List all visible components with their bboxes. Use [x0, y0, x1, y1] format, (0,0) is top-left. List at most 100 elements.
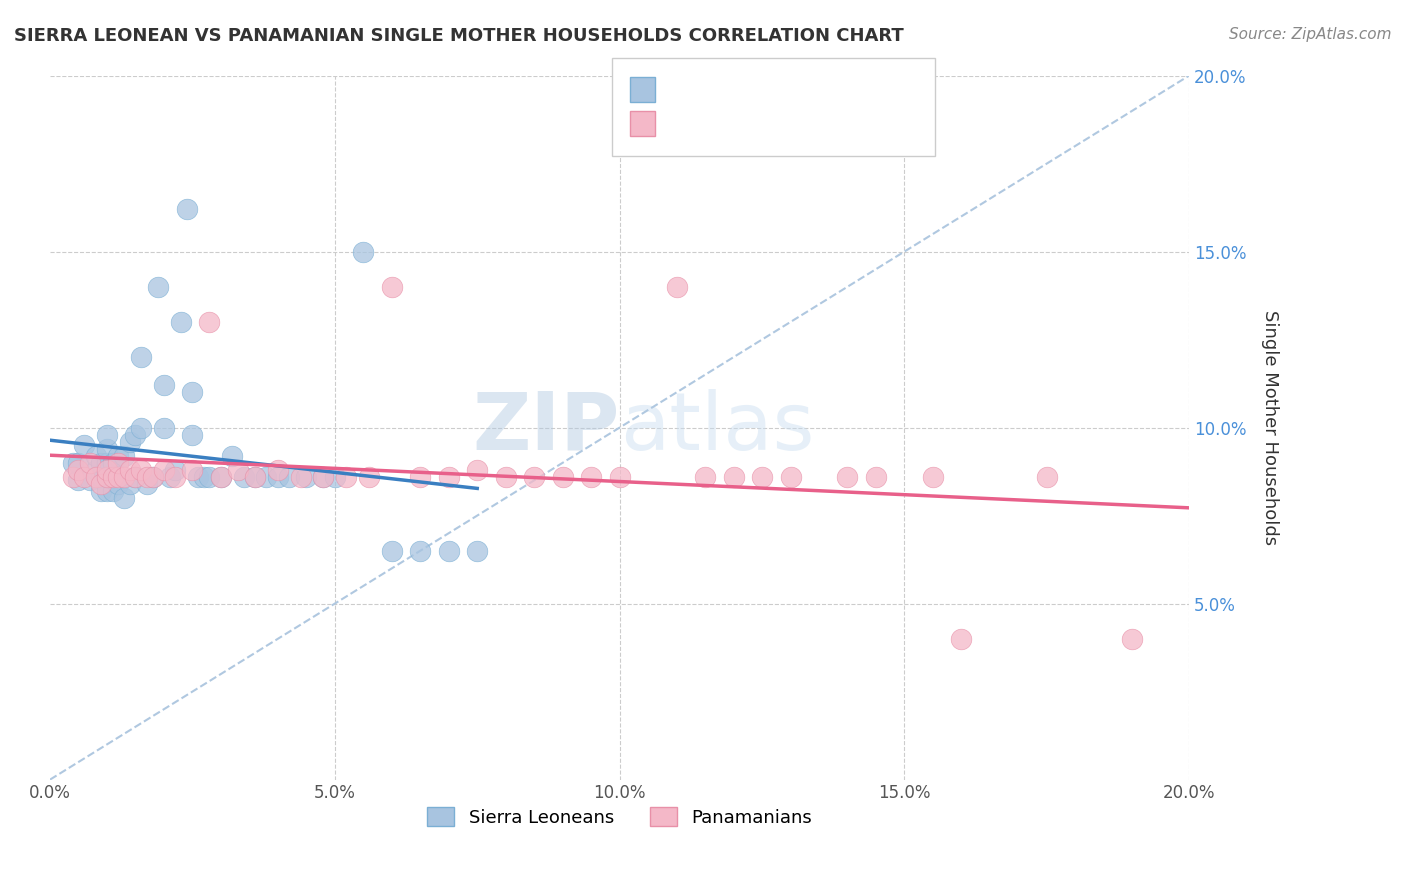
Point — [290, 470, 312, 484]
Point — [723, 470, 745, 484]
Point — [209, 470, 232, 484]
Point — [312, 470, 335, 484]
Point — [67, 463, 90, 477]
Point — [90, 476, 112, 491]
Point — [96, 427, 118, 442]
Point — [381, 279, 404, 293]
Y-axis label: Single Mother Households: Single Mother Households — [1261, 310, 1278, 545]
Point — [118, 434, 141, 449]
Text: R = -0.028: R = -0.028 — [664, 114, 752, 132]
Point — [84, 470, 107, 484]
Point — [170, 315, 193, 329]
Point — [779, 470, 801, 484]
Point — [96, 470, 118, 484]
Text: SIERRA LEONEAN VS PANAMANIAN SINGLE MOTHER HOUSEHOLDS CORRELATION CHART: SIERRA LEONEAN VS PANAMANIAN SINGLE MOTH… — [14, 27, 904, 45]
Point — [90, 470, 112, 484]
Point — [181, 385, 204, 400]
Point — [96, 483, 118, 498]
Point — [129, 420, 152, 434]
Legend: Sierra Leoneans, Panamanians: Sierra Leoneans, Panamanians — [420, 800, 820, 834]
Point — [323, 470, 346, 484]
Point — [107, 476, 129, 491]
Point — [551, 470, 574, 484]
Point — [148, 279, 170, 293]
Point — [665, 279, 688, 293]
Point — [112, 449, 135, 463]
Text: N = 57: N = 57 — [789, 80, 846, 98]
Point — [124, 427, 146, 442]
Point — [112, 470, 135, 484]
Text: R =  0.349: R = 0.349 — [664, 80, 752, 98]
Point — [112, 491, 135, 505]
Point — [107, 470, 129, 484]
Point — [84, 463, 107, 477]
Point — [922, 470, 945, 484]
Point — [193, 470, 215, 484]
Point — [135, 470, 157, 484]
Point — [62, 470, 84, 484]
Point — [198, 315, 221, 329]
Point — [221, 449, 243, 463]
Point — [751, 470, 773, 484]
Point — [243, 470, 266, 484]
Point — [226, 463, 249, 477]
Point — [96, 456, 118, 470]
Point — [409, 543, 432, 558]
Point — [243, 470, 266, 484]
Point — [101, 470, 124, 484]
Point — [118, 476, 141, 491]
Point — [381, 543, 404, 558]
Point — [181, 463, 204, 477]
Point — [67, 474, 90, 488]
Point — [198, 470, 221, 484]
Point — [79, 456, 101, 470]
Point — [90, 456, 112, 470]
Point — [62, 456, 84, 470]
Point — [124, 470, 146, 484]
Point — [950, 632, 973, 646]
Point — [96, 470, 118, 484]
Point — [1036, 470, 1059, 484]
Point — [101, 470, 124, 484]
Point — [73, 470, 96, 484]
Point — [837, 470, 859, 484]
Point — [153, 378, 176, 392]
Point — [141, 470, 163, 484]
Text: Source: ZipAtlas.com: Source: ZipAtlas.com — [1229, 27, 1392, 42]
Point — [1121, 632, 1143, 646]
Point — [96, 442, 118, 456]
Point — [159, 470, 181, 484]
Point — [96, 463, 118, 477]
Point — [267, 463, 290, 477]
Point — [357, 470, 380, 484]
Text: ZIP: ZIP — [472, 389, 620, 467]
Point — [165, 470, 187, 484]
Point — [165, 463, 187, 477]
Point — [141, 470, 163, 484]
Point — [495, 470, 517, 484]
Point — [437, 543, 460, 558]
Point — [278, 470, 301, 484]
Point — [67, 456, 90, 470]
Point — [232, 470, 254, 484]
Point — [693, 470, 716, 484]
Point — [465, 463, 488, 477]
Point — [865, 470, 887, 484]
Point — [465, 543, 488, 558]
Point — [409, 470, 432, 484]
Point — [209, 470, 232, 484]
Point — [312, 470, 335, 484]
Point — [124, 470, 146, 484]
Point — [153, 420, 176, 434]
Point — [73, 438, 96, 452]
Point — [181, 427, 204, 442]
Point — [437, 470, 460, 484]
Point — [129, 350, 152, 364]
Point — [118, 463, 141, 477]
Point — [335, 470, 357, 484]
Point — [267, 470, 290, 484]
Point — [101, 483, 124, 498]
Point — [352, 244, 374, 259]
Point — [90, 483, 112, 498]
Point — [107, 449, 129, 463]
